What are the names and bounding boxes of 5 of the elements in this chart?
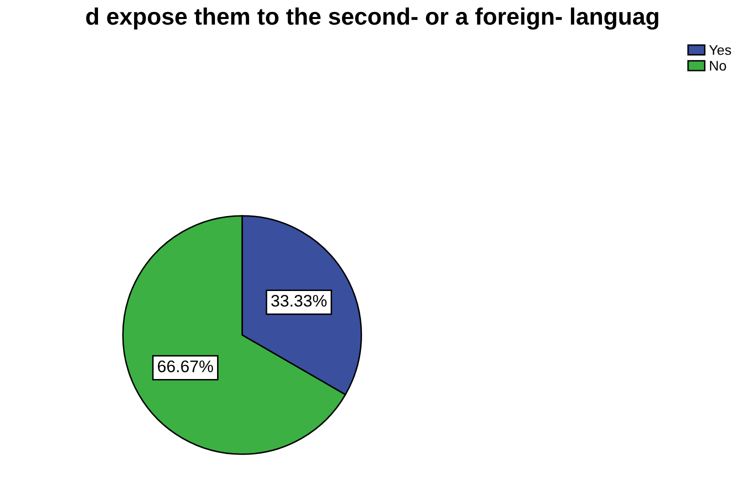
legend-label: Yes — [709, 45, 732, 55]
data-label: 33.33% — [271, 294, 327, 307]
data-label: 66.67% — [158, 360, 214, 372]
chart-title: d expose them to the second- or a foreign- languag — [86, 8, 658, 30]
legend-label: No — [710, 60, 726, 71]
